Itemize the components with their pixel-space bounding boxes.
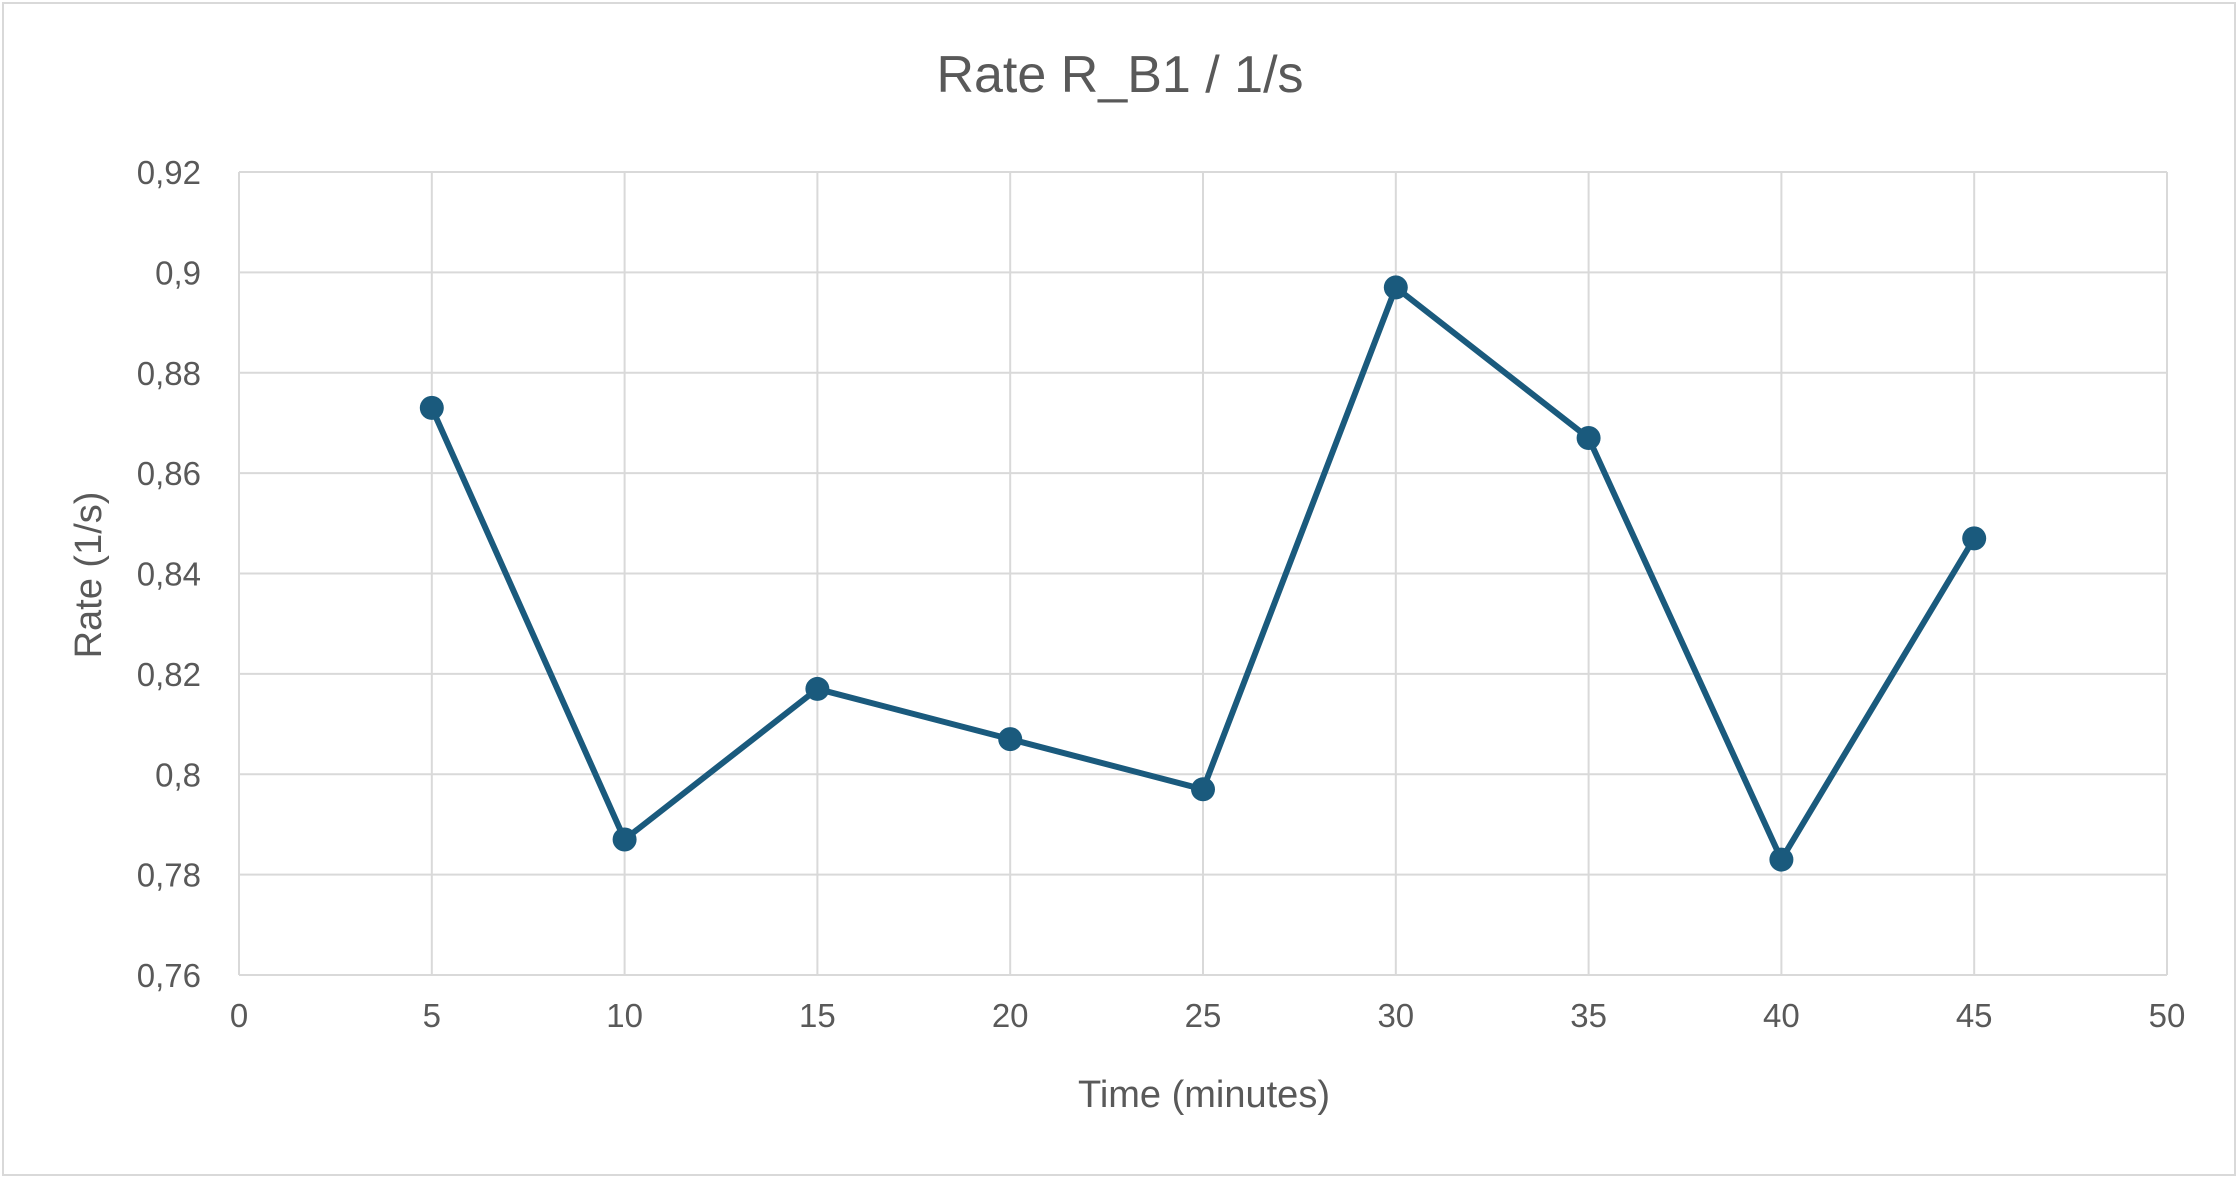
x-tick-label: 25 [1185,997,1222,1034]
data-point [998,727,1023,752]
y-axis-ticks: 0,76 0,78 0,8 0,82 0,84 0,86 0,88 0,9 0,92 [137,154,201,994]
x-tick-label: 50 [2149,997,2186,1034]
y-tick-label: 0,88 [137,355,201,392]
y-tick-label: 0,82 [137,656,201,693]
y-tick-label: 0,8 [155,756,201,793]
y-tick-label: 0,78 [137,857,201,894]
x-tick-label: 45 [1956,997,1993,1034]
x-tick-label: 10 [606,997,643,1034]
y-tick-label: 0,9 [155,254,201,291]
y-tick-label: 0,92 [137,154,201,191]
y-tick-label: 0,84 [137,556,201,593]
x-tick-label: 5 [423,997,441,1034]
y-tick-label: 0,76 [137,957,201,994]
data-point [1769,847,1794,872]
data-point [1962,526,1987,551]
data-point [805,676,830,701]
data-point [419,395,444,420]
data-point [1191,777,1215,802]
grid-lines [238,171,2168,976]
data-point [1383,275,1408,300]
x-tick-label: 30 [1377,997,1414,1034]
x-axis-ticks: 0 5 10 15 20 25 30 35 40 45 50 [230,997,2186,1034]
y-axis-title: Rate (1/s) [68,492,110,659]
chart-title: Rate R_B1 / 1/s [936,46,1303,104]
x-tick-label: 0 [230,997,248,1034]
data-point [612,827,637,852]
data-series [419,275,1987,872]
x-axis-title: Time (minutes) [1078,1074,1330,1116]
x-tick-label: 40 [1763,997,1800,1034]
x-tick-label: 15 [799,997,836,1034]
x-tick-label: 20 [992,997,1029,1034]
data-point [1576,425,1601,450]
x-tick-label: 35 [1570,997,1607,1034]
y-tick-label: 0,86 [137,455,201,492]
